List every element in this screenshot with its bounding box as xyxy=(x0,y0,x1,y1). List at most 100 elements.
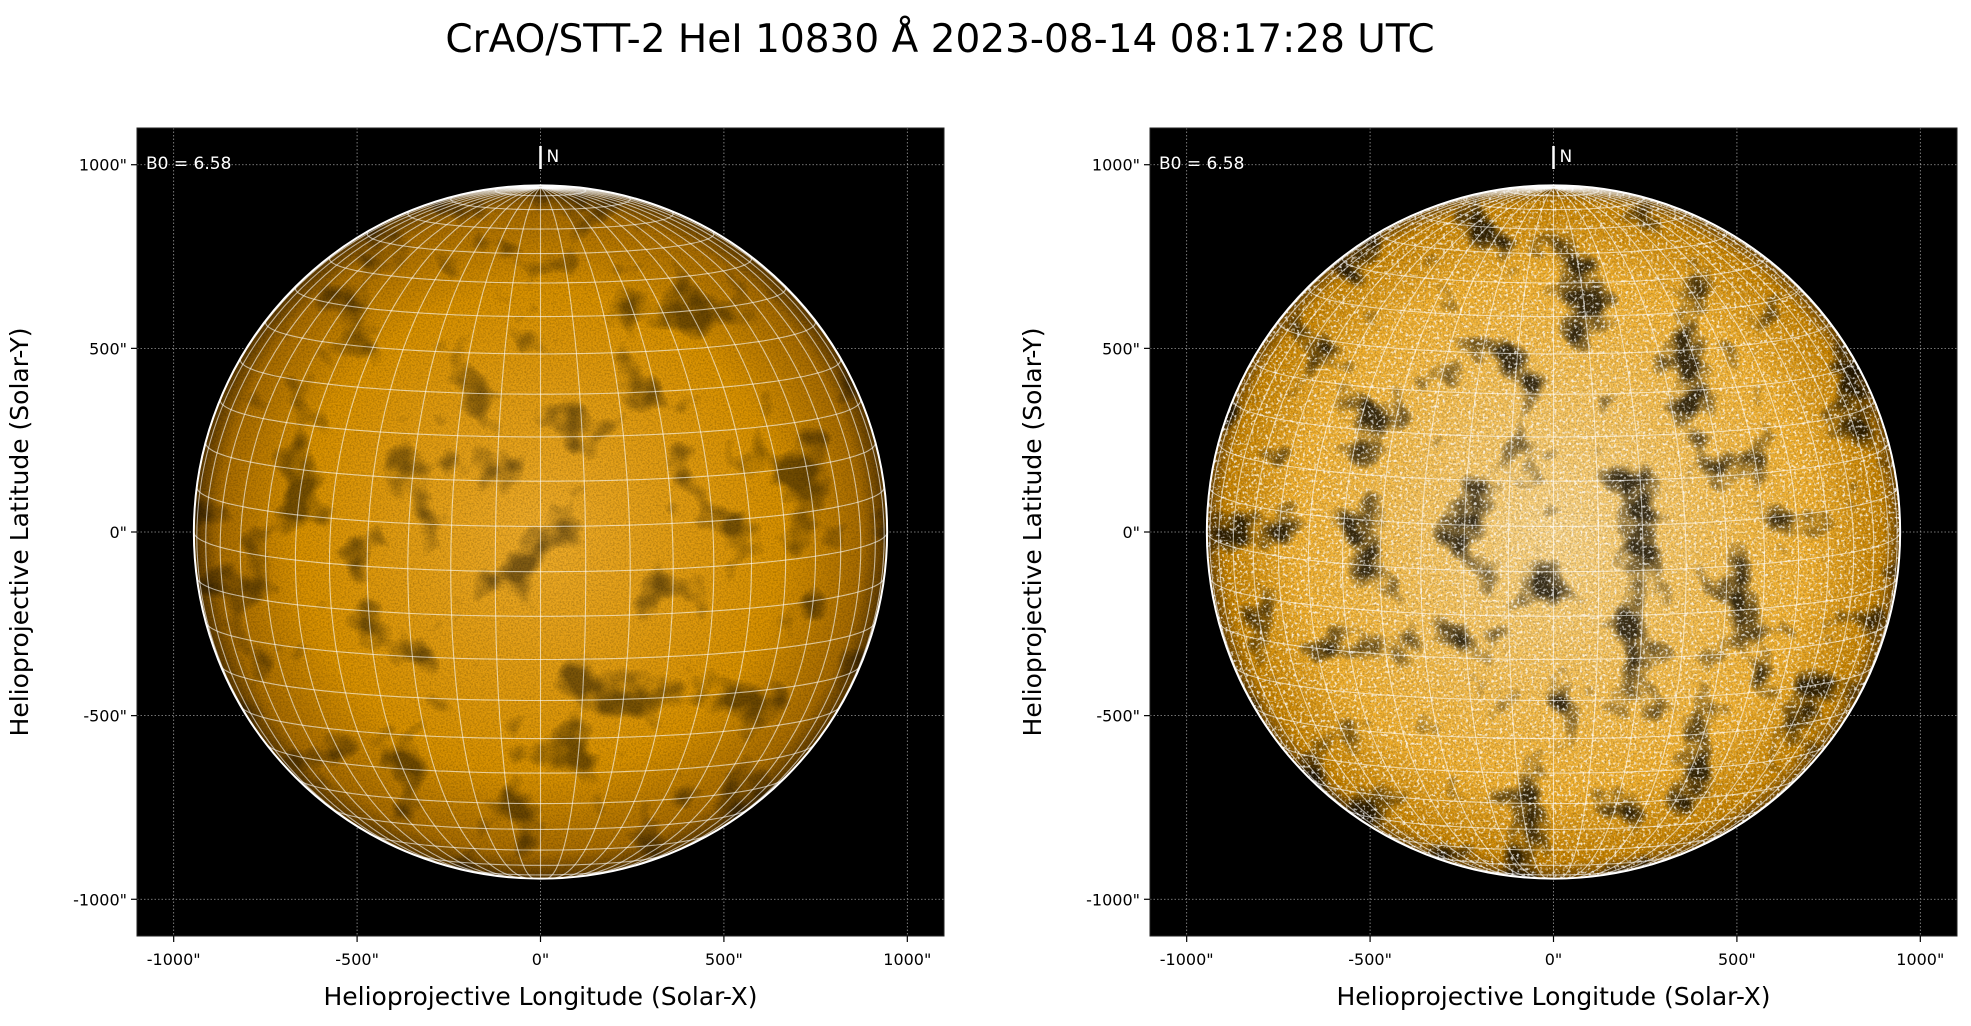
meridian-line xyxy=(1463,187,1554,879)
parallel-line xyxy=(1472,868,1635,876)
x-tick-label: 1000" xyxy=(1896,950,1944,969)
meridian-line xyxy=(1553,187,1855,872)
b0-annotation: B0 = 6.58 xyxy=(146,154,231,174)
parallel-line xyxy=(219,398,862,438)
meridian-line xyxy=(205,187,541,847)
parallel-line xyxy=(328,255,753,284)
y-axis-label: Helioprojective Latitude (Solar-Y) xyxy=(1018,328,1047,737)
parallel-line xyxy=(196,487,885,527)
parallel-line xyxy=(1209,487,1898,527)
parallel-line xyxy=(220,665,861,702)
meridian-line xyxy=(328,187,541,878)
parallel-line xyxy=(239,358,842,395)
meridian-line xyxy=(1553,187,1600,880)
meridian-line xyxy=(540,187,587,880)
meridian-line xyxy=(540,187,842,872)
meridian-line xyxy=(540,187,674,879)
parallel-line xyxy=(1345,808,1762,830)
parallel-line xyxy=(1233,665,1874,702)
parallel-line xyxy=(1218,622,1889,661)
parallel-line xyxy=(366,229,715,255)
parallel-line xyxy=(1420,209,1687,230)
parallel-line xyxy=(1341,255,1766,284)
parallel-line xyxy=(1427,854,1680,866)
x-tick-label: -1000" xyxy=(1160,950,1214,969)
parallel-line xyxy=(414,854,667,866)
meridian-line xyxy=(1277,187,1554,875)
y-tick-label: 500" xyxy=(1102,339,1140,358)
parallel-line xyxy=(266,744,815,774)
solar-limb xyxy=(192,184,889,880)
parallel-line xyxy=(1206,531,1901,573)
y-axis-label: Helioprojective Latitude (Solar-Y) xyxy=(5,328,34,737)
meridian-line xyxy=(1553,187,1687,879)
meridian-line xyxy=(540,187,753,878)
x-tick-label: 0" xyxy=(532,950,550,969)
parallel-line xyxy=(205,622,876,661)
meridian-line xyxy=(1553,187,1889,847)
parallel-line xyxy=(1463,194,1644,211)
meridian-line xyxy=(450,187,541,879)
parallel-line xyxy=(240,706,841,740)
meridian-line xyxy=(540,187,631,879)
y-tick-label: -1000" xyxy=(1086,890,1140,909)
parallel-line xyxy=(407,209,674,230)
parallel-line xyxy=(1209,578,1898,617)
panel-left: -1000" -500" 0" 500" 1000" -1000" -500" 0" 500" 1… xyxy=(5,127,945,1011)
north-label: N xyxy=(547,147,560,167)
parallel-line xyxy=(370,833,711,851)
parallel-line xyxy=(459,868,622,876)
parallel-line xyxy=(1232,398,1875,438)
meridian-line xyxy=(1307,187,1554,877)
parallel-line xyxy=(494,185,587,197)
x-axis-label: Helioprojective Longitude (Solar-X) xyxy=(323,982,757,1011)
parallel-line xyxy=(1379,229,1728,255)
meridian-line xyxy=(540,187,715,879)
y-tick-label: 500" xyxy=(89,339,127,358)
y-tick-label: 0" xyxy=(109,523,127,542)
x-tick-label: 1000" xyxy=(883,950,931,969)
x-tick-label: -500" xyxy=(1348,950,1392,969)
parallel-line xyxy=(1383,833,1724,851)
meridian-line xyxy=(1553,187,1800,877)
meridian-line xyxy=(407,187,541,879)
meridian-line xyxy=(540,187,876,847)
parallel-line xyxy=(193,531,888,573)
y-tick-label: 0" xyxy=(1122,523,1140,542)
parallel-line xyxy=(1218,442,1889,482)
figure-title: CrAO/STT-2 HeI 10830 Å 2023-08-14 08:17:… xyxy=(445,15,1434,62)
parallel-line xyxy=(1252,358,1855,395)
parallel-line xyxy=(1253,706,1854,740)
meridian-line xyxy=(264,187,541,875)
meridian-line xyxy=(1379,187,1554,879)
meridian-line xyxy=(1553,187,1830,875)
x-tick-label: -500" xyxy=(335,950,379,969)
meridian-line xyxy=(494,187,541,880)
parallel-line xyxy=(205,442,876,482)
parallel-line xyxy=(294,285,787,318)
meridian-line xyxy=(1553,187,1644,879)
x-axis-label: Helioprojective Longitude (Solar-X) xyxy=(1336,982,1770,1011)
meridian-line xyxy=(366,187,541,879)
meridian-line xyxy=(1553,187,1766,878)
y-tick-label: -500" xyxy=(1096,707,1140,726)
meridian-line xyxy=(294,187,541,877)
panel-right: -1000" -500" 0" 500" 1000" -1000" -500" 0" 500" 1… xyxy=(1018,127,1958,1011)
meridian-line xyxy=(1252,187,1554,872)
x-tick-label: -1000" xyxy=(147,950,201,969)
y-tick-label: -1000" xyxy=(73,890,127,909)
x-tick-label: 500" xyxy=(1718,950,1756,969)
meridian-line xyxy=(1341,187,1554,878)
solar-limb xyxy=(1205,184,1902,880)
meridian-line xyxy=(1218,187,1554,847)
y-tick-label: 1000" xyxy=(1092,156,1140,175)
parallel-line xyxy=(297,778,784,805)
meridian-line xyxy=(1553,187,1728,879)
meridian-line xyxy=(239,187,541,872)
meridian-line xyxy=(1507,187,1554,880)
meridian-line xyxy=(540,187,787,877)
x-tick-label: 0" xyxy=(1545,950,1563,969)
parallel-line xyxy=(1310,778,1797,805)
meridian-line xyxy=(540,187,817,875)
